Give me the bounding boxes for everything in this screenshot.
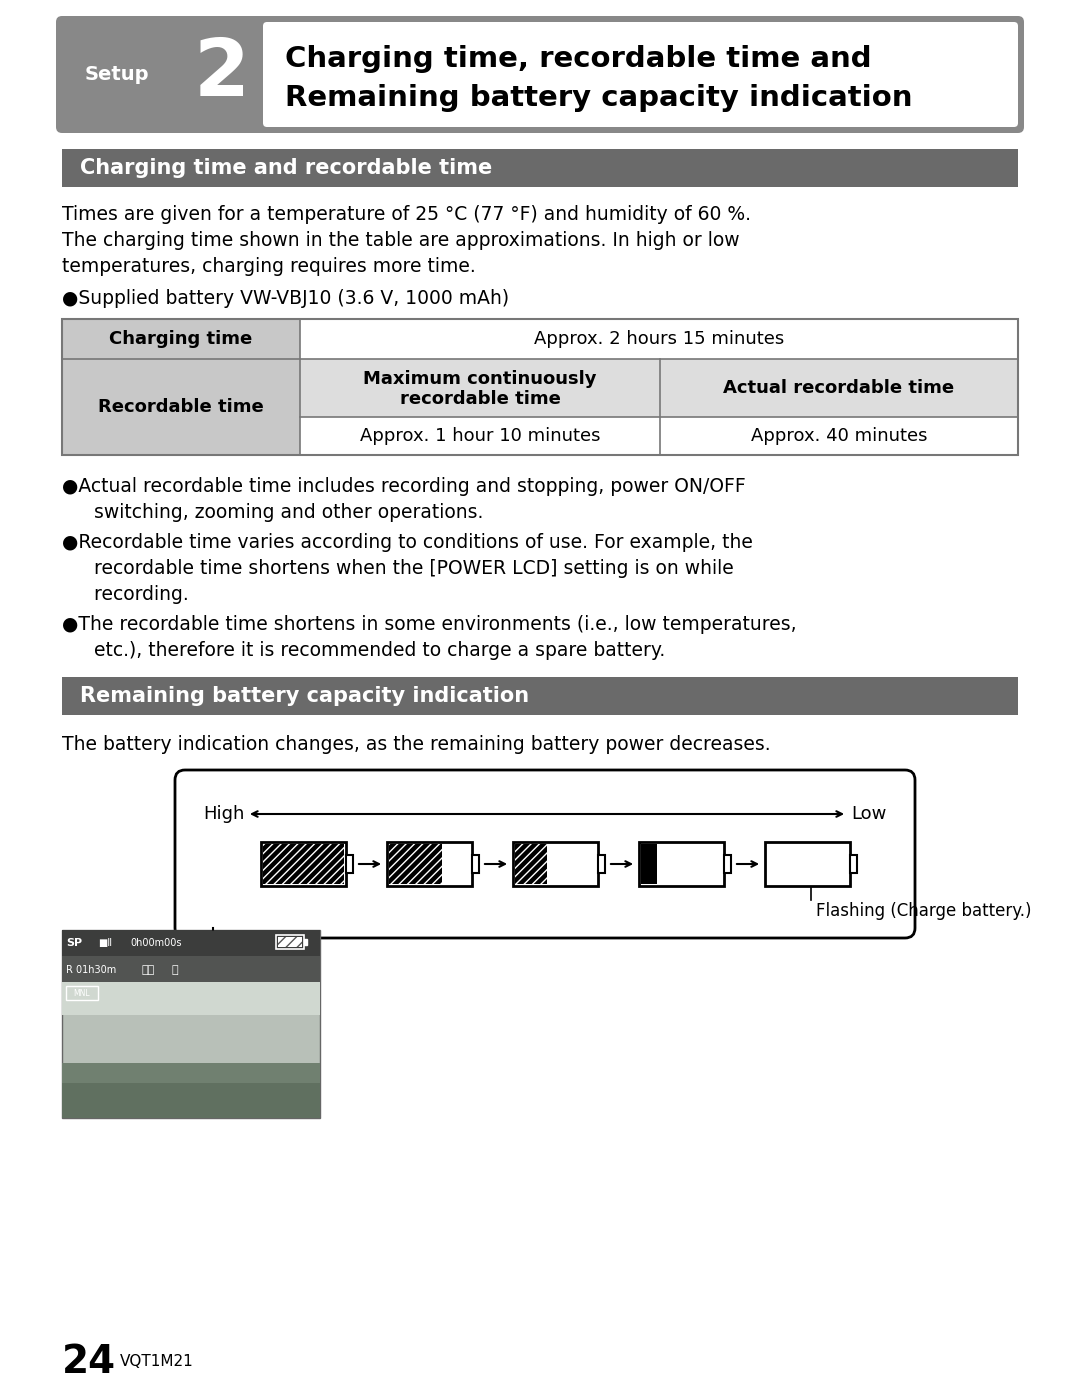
Text: ●Recordable time varies according to conditions of use. For example, the: ●Recordable time varies according to con… — [62, 534, 753, 552]
Text: recording.: recording. — [82, 585, 189, 604]
Bar — [660, 359, 1018, 416]
Text: Approx. 2 hours 15 minutes: Approx. 2 hours 15 minutes — [534, 330, 784, 348]
Text: R 01h30m: R 01h30m — [66, 965, 117, 975]
Text: 山。: 山。 — [141, 965, 156, 975]
Bar — [346, 855, 353, 873]
Text: Charging time and recordable time: Charging time and recordable time — [80, 158, 492, 177]
Bar — [62, 1063, 320, 1118]
Bar — [598, 855, 605, 873]
Text: switching, zooming and other operations.: switching, zooming and other operations. — [82, 503, 484, 522]
Text: ●Actual recordable time includes recording and stopping, power ON/OFF: ●Actual recordable time includes recordi… — [62, 476, 746, 496]
Bar — [62, 149, 1018, 187]
Bar — [515, 844, 548, 884]
Bar — [300, 319, 1018, 359]
Bar — [515, 844, 548, 884]
Bar — [62, 930, 320, 956]
Bar — [62, 678, 1018, 715]
FancyBboxPatch shape — [264, 22, 1018, 127]
Text: recordable time: recordable time — [400, 390, 561, 408]
Text: Recordable time: Recordable time — [98, 398, 264, 416]
Bar — [62, 1083, 320, 1118]
Bar — [724, 855, 731, 873]
Text: Remaining battery capacity indication: Remaining battery capacity indication — [80, 686, 529, 705]
Bar — [62, 956, 320, 982]
Text: Approx. 1 hour 10 minutes: Approx. 1 hour 10 minutes — [360, 427, 600, 446]
Bar — [387, 842, 472, 886]
Bar — [261, 842, 346, 886]
Bar — [642, 844, 658, 884]
Text: VQT1M21: VQT1M21 — [120, 1355, 193, 1369]
Bar — [264, 844, 345, 884]
Bar — [765, 842, 850, 886]
Text: recordable time shortens when the [POWER LCD] setting is on while: recordable time shortens when the [POWER… — [82, 559, 733, 578]
Text: Maximum continuously: Maximum continuously — [363, 370, 597, 388]
Bar — [264, 844, 345, 884]
Bar — [389, 844, 442, 884]
FancyBboxPatch shape — [56, 15, 1024, 133]
Text: ●The recordable time shortens in some environments (i.e., low temperatures,: ●The recordable time shortens in some en… — [62, 615, 797, 634]
Text: Low: Low — [852, 805, 887, 823]
Text: MNL: MNL — [73, 989, 91, 997]
Text: etc.), therefore it is recommended to charge a spare battery.: etc.), therefore it is recommended to ch… — [82, 641, 665, 659]
Bar — [639, 842, 724, 886]
Bar — [62, 359, 300, 455]
Text: 24: 24 — [62, 1343, 117, 1382]
Bar — [278, 937, 302, 947]
Bar — [389, 844, 442, 884]
Text: ■Ⅱ: ■Ⅱ — [98, 937, 112, 949]
Text: SP: SP — [66, 937, 82, 949]
Bar — [303, 939, 307, 944]
Text: temperatures, charging requires more time.: temperatures, charging requires more tim… — [62, 257, 476, 277]
Text: Flashing (Charge battery.): Flashing (Charge battery.) — [816, 902, 1031, 921]
Bar — [660, 416, 1018, 455]
Text: High: High — [203, 805, 244, 823]
Text: Actual recordable time: Actual recordable time — [724, 379, 955, 397]
Bar — [62, 930, 320, 1118]
Text: Setup: Setup — [84, 66, 149, 84]
Text: Charging time: Charging time — [109, 330, 253, 348]
Bar — [62, 319, 1018, 455]
FancyBboxPatch shape — [175, 770, 915, 937]
Bar — [276, 935, 303, 949]
Bar — [66, 986, 98, 1000]
Bar — [62, 930, 320, 1014]
Text: Approx. 40 minutes: Approx. 40 minutes — [751, 427, 928, 446]
Text: 0h00m00s: 0h00m00s — [130, 937, 181, 949]
Bar — [278, 937, 302, 947]
Bar — [513, 842, 598, 886]
Text: The charging time shown in the table are approximations. In high or low: The charging time shown in the table are… — [62, 231, 740, 250]
Bar — [300, 359, 660, 416]
Text: 2: 2 — [194, 35, 249, 113]
Text: Charging time, recordable time and: Charging time, recordable time and — [285, 45, 872, 73]
Bar — [850, 855, 858, 873]
Text: The battery indication changes, as the remaining battery power decreases.: The battery indication changes, as the r… — [62, 735, 771, 754]
Bar — [472, 855, 480, 873]
Text: Times are given for a temperature of 25 °C (77 °F) and humidity of 60 %.: Times are given for a temperature of 25 … — [62, 205, 751, 224]
Bar — [62, 319, 300, 359]
Bar — [300, 416, 660, 455]
Text: 👋: 👋 — [172, 965, 178, 975]
Text: ●Supplied battery VW-VBJ10 (3.6 V, 1000 mAh): ●Supplied battery VW-VBJ10 (3.6 V, 1000 … — [62, 289, 509, 307]
Text: Remaining battery capacity indication: Remaining battery capacity indication — [285, 84, 913, 112]
